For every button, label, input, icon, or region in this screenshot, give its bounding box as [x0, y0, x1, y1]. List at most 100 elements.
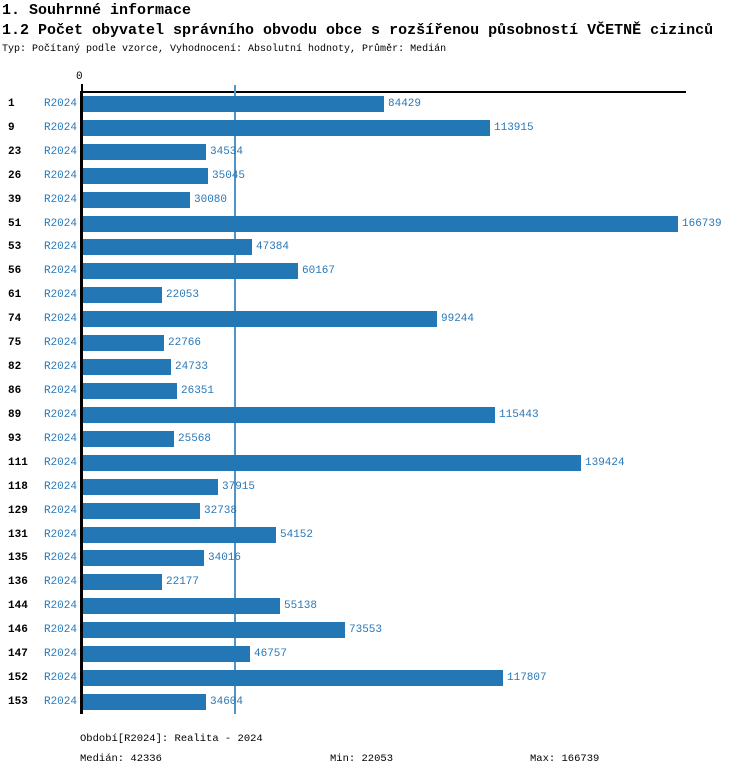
- row-series-tag: R2024: [43, 456, 77, 469]
- row-series-tag: R2024: [43, 241, 77, 254]
- bar-value-label: 26351: [181, 385, 215, 398]
- row-series-tag: R2024: [43, 361, 77, 374]
- bar-value-label: 54152: [280, 528, 314, 541]
- row-series-tag: R2024: [43, 672, 77, 685]
- bar-value-label: 117807: [507, 672, 547, 685]
- row-category-label: 9: [8, 121, 15, 134]
- row-category-label: 131: [8, 528, 28, 541]
- x-axis-zero-tick: [81, 84, 83, 92]
- row-series-tag: R2024: [43, 624, 77, 637]
- bar-value-label: 139424: [585, 456, 625, 469]
- bar-value-label: 34016: [208, 552, 242, 565]
- chart-row: 131 R2024 54152: [0, 523, 750, 547]
- chart-row: 53 R2024 47384: [0, 236, 750, 260]
- row-category-label: 39: [8, 193, 22, 206]
- chart-row: 75 R2024 22766: [0, 331, 750, 355]
- bar: [83, 598, 280, 615]
- bar-value-label: 99244: [441, 313, 475, 326]
- chart-row: 51 R2024 166739: [0, 212, 750, 236]
- row-category-label: 153: [8, 696, 28, 709]
- footer-period: Období[R2024]: Realita - 2024: [80, 733, 263, 745]
- row-series-tag: R2024: [43, 217, 77, 230]
- bar: [83, 335, 164, 352]
- bar: [83, 478, 218, 495]
- chart-row: 1 R2024 84429: [0, 92, 750, 116]
- row-category-label: 56: [8, 265, 22, 278]
- chart-row: 135 R2024 34016: [0, 547, 750, 571]
- row-category-label: 144: [8, 600, 28, 613]
- bar: [83, 526, 276, 543]
- row-category-label: 93: [8, 432, 22, 445]
- row-series-tag: R2024: [43, 265, 77, 278]
- row-category-label: 51: [8, 217, 22, 230]
- row-series-tag: R2024: [43, 480, 77, 493]
- bar-value-label: 37915: [222, 480, 256, 493]
- bar-value-label: 60167: [302, 265, 336, 278]
- chart-row: 129 R2024 32738: [0, 499, 750, 523]
- bar-value-label: 30080: [194, 193, 228, 206]
- bar-value-label: 166739: [682, 217, 722, 230]
- row-category-label: 146: [8, 624, 28, 637]
- row-series-tag: R2024: [43, 385, 77, 398]
- row-series-tag: R2024: [43, 576, 77, 589]
- row-category-label: 86: [8, 385, 22, 398]
- row-series-tag: R2024: [43, 145, 77, 158]
- bar: [83, 311, 437, 328]
- row-series-tag: R2024: [43, 432, 77, 445]
- row-category-label: 152: [8, 672, 28, 685]
- row-series-tag: R2024: [43, 528, 77, 541]
- bar-value-label: 84429: [388, 97, 422, 110]
- row-series-tag: R2024: [43, 193, 77, 206]
- bar-value-label: 47384: [256, 241, 290, 254]
- bar: [83, 694, 206, 711]
- chart-row: 9 R2024 113915: [0, 116, 750, 140]
- chart-row: 89 R2024 115443: [0, 403, 750, 427]
- chart-row: 144 R2024 55138: [0, 594, 750, 618]
- row-category-label: 74: [8, 313, 22, 326]
- row-category-label: 23: [8, 145, 22, 158]
- row-series-tag: R2024: [43, 696, 77, 709]
- chart-subtitle: Typ: Počítaný podle vzorce, Vyhodnocení:…: [2, 44, 447, 55]
- chart-row: 93 R2024 25568: [0, 427, 750, 451]
- footer-median: Medián: 42336: [80, 753, 162, 765]
- row-series-tag: R2024: [43, 121, 77, 134]
- chart-row: 74 R2024 99244: [0, 307, 750, 331]
- chart-row: 153 R2024 34604: [0, 690, 750, 714]
- row-series-tag: R2024: [43, 97, 77, 110]
- chart-row: 56 R2024 60167: [0, 259, 750, 283]
- row-category-label: 118: [8, 480, 28, 493]
- chart-row: 23 R2024 34534: [0, 140, 750, 164]
- bar-value-label: 115443: [499, 408, 539, 421]
- row-series-tag: R2024: [43, 600, 77, 613]
- bar: [83, 622, 345, 639]
- bar-value-label: 35045: [212, 169, 246, 182]
- bar-value-label: 73553: [349, 624, 383, 637]
- bar: [83, 646, 250, 663]
- bar: [83, 502, 200, 519]
- row-category-label: 75: [8, 337, 22, 350]
- chart-row: 152 R2024 117807: [0, 666, 750, 690]
- bar: [83, 167, 208, 184]
- row-category-label: 147: [8, 648, 28, 661]
- bar-value-label: 46757: [254, 648, 288, 661]
- y-axis-line: [80, 91, 83, 714]
- bar-value-label: 55138: [284, 600, 318, 613]
- section-title: 1. Souhrnné informace: [2, 2, 192, 19]
- row-series-tag: R2024: [43, 313, 77, 326]
- x-axis-zero-label: 0: [76, 71, 83, 83]
- row-category-label: 53: [8, 241, 22, 254]
- bar-value-label: 22053: [166, 289, 200, 302]
- bar: [83, 263, 298, 280]
- row-category-label: 61: [8, 289, 22, 302]
- bar: [83, 239, 252, 256]
- row-category-label: 1: [8, 97, 15, 110]
- row-series-tag: R2024: [43, 337, 77, 350]
- bar: [83, 119, 490, 136]
- bar: [83, 287, 162, 304]
- bar-value-label: 113915: [494, 121, 534, 134]
- row-series-tag: R2024: [43, 169, 77, 182]
- bar-value-label: 34604: [210, 696, 244, 709]
- row-category-label: 111: [8, 456, 28, 469]
